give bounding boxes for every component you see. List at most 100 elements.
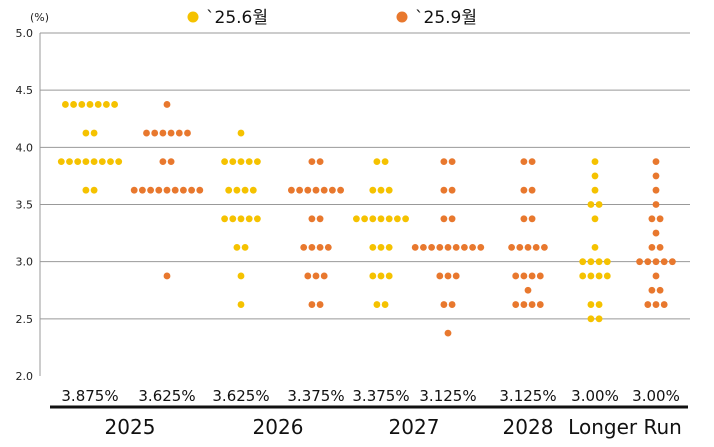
dot-mark [316, 243, 324, 251]
dot-mark [648, 215, 656, 223]
dot-mark [361, 215, 368, 223]
dot-mark [520, 272, 528, 280]
dot-mark [669, 258, 676, 266]
dot-mark [591, 243, 599, 251]
y-tick-label: 4.0 [16, 141, 34, 154]
x-axis: 2025 2026 2027 2028 Longer Run [50, 405, 688, 439]
dot-mark [595, 201, 603, 208]
dot-mark [520, 215, 528, 223]
dot-mark [385, 243, 393, 251]
dot-mark [512, 272, 520, 280]
dot-mark [591, 158, 599, 166]
dot-mark [381, 158, 389, 166]
dot-mark [82, 129, 90, 137]
dot-mark [111, 101, 118, 108]
median-label: 3.625% [212, 387, 269, 405]
dot-mark [151, 129, 159, 137]
dot-mark [316, 215, 324, 223]
dot-mark [312, 186, 320, 194]
dot-mark [304, 272, 312, 280]
dot-mark [237, 301, 245, 308]
dot-mark [249, 186, 257, 194]
dot-mark [143, 129, 150, 137]
dot-mark [159, 158, 167, 166]
median-label: 3.125% [419, 387, 476, 405]
dot-mark [528, 301, 536, 308]
dot-mark [444, 272, 452, 280]
dot-mark [316, 301, 324, 308]
dot-mark [436, 272, 444, 280]
dot-mark [440, 301, 448, 308]
dot-mark [296, 186, 303, 194]
dot-mark [221, 158, 229, 166]
dot-mark [603, 258, 611, 266]
dot-mark [660, 301, 668, 308]
dot-mark [536, 272, 544, 280]
dot-mark [308, 301, 316, 308]
dot-mark [528, 272, 536, 280]
dot-mark [308, 158, 316, 166]
dot-mark [163, 272, 171, 280]
dot-mark [163, 101, 171, 108]
dot-mark [587, 315, 595, 323]
dot-mark [440, 158, 448, 166]
dot-mark [139, 186, 146, 194]
dot-mark [591, 172, 599, 180]
dot-mark [656, 286, 664, 294]
dot-mark [579, 272, 587, 280]
median-label: 3.125% [499, 387, 556, 405]
dot-mark [98, 158, 106, 166]
dot-mark [520, 186, 528, 194]
dot-mark [184, 129, 191, 137]
dot-mark [237, 215, 245, 223]
dot-mark [528, 215, 536, 223]
dot-mark [329, 186, 336, 194]
dot-mark [508, 243, 515, 251]
y-tick-label: 2.5 [16, 313, 34, 326]
median-label: 3.00% [632, 387, 680, 405]
dot-mark [320, 186, 328, 194]
dot-mark [171, 186, 179, 194]
x-category-label: 2025 [105, 415, 156, 439]
dot-mark [147, 186, 155, 194]
x-category-label: 2026 [253, 415, 304, 439]
dot-mark [103, 101, 110, 108]
median-labels: 3.875% 3.625% 3.625% 3.375% 3.375% 3.125% 3.12… [61, 387, 679, 405]
dot-mark [436, 243, 444, 251]
dot-mark [241, 243, 249, 251]
y-tick-label: 3.5 [16, 199, 34, 212]
dot-mark [448, 186, 456, 194]
dot-mark [324, 243, 332, 251]
dot-mark [188, 186, 196, 194]
median-label: 3.00% [571, 387, 619, 405]
dot-mark [82, 158, 90, 166]
dot-mark [62, 101, 69, 108]
dot-mark [163, 186, 171, 194]
dot-mark [107, 158, 114, 166]
dot-mark [402, 215, 409, 223]
legend-marker-series-1 [396, 11, 408, 23]
grid-lines [39, 32, 690, 376]
dot-mark [86, 101, 94, 108]
dot-mark [648, 243, 656, 251]
dot-mark [587, 258, 595, 266]
unit-label: (%) [30, 11, 49, 24]
dot-mark [377, 186, 385, 194]
dot-mark [377, 243, 385, 251]
dot-mark [652, 258, 660, 266]
dot-mark [237, 129, 245, 137]
dot-mark [652, 201, 660, 208]
dot-mark [603, 272, 611, 280]
dot-mark [532, 243, 540, 251]
dot-mark [385, 272, 393, 280]
dot-mark [595, 258, 603, 266]
dot-mark [300, 243, 308, 251]
dot-mark [591, 215, 599, 223]
dot-mark [320, 272, 328, 280]
dot-mark [652, 272, 660, 280]
dot-mark [448, 158, 456, 166]
dot-mark [652, 301, 660, 308]
dot-mark [652, 158, 660, 166]
dot-mark [237, 158, 245, 166]
dot-mark [66, 158, 73, 166]
